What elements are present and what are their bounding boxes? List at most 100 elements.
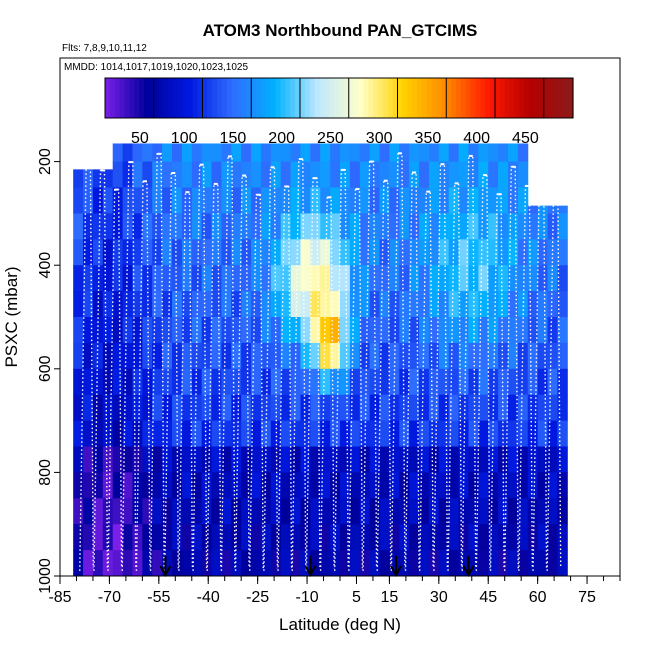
- heatmap-cell: [181, 394, 193, 422]
- heatmap-cell: [73, 524, 84, 551]
- heatmap-cell: [181, 143, 193, 163]
- heatmap-cell: [142, 342, 153, 370]
- heatmap-cell: [122, 472, 133, 499]
- heatmap-cell: [379, 213, 390, 240]
- heatmap-cell: [557, 524, 568, 551]
- heatmap-cell: [369, 291, 381, 318]
- heatmap-cell: [468, 368, 479, 396]
- heatmap-cell: [310, 550, 321, 576]
- heatmap-cell: [260, 524, 272, 551]
- heatmap-cell: [478, 265, 489, 292]
- heatmap-cell: [330, 498, 341, 525]
- heatmap-cell: [310, 143, 321, 163]
- heatmap-cell: [379, 394, 390, 422]
- heatmap-cell: [478, 317, 489, 344]
- heatmap-cell: [438, 291, 450, 318]
- heatmap-cell: [448, 187, 460, 214]
- heatmap-cell: [419, 524, 430, 551]
- heatmap-cell: [300, 524, 311, 551]
- heatmap-cell: [132, 498, 143, 525]
- heatmap-cell: [498, 446, 509, 473]
- colorbar-swatch: [309, 78, 316, 118]
- heatmap-cell: [201, 342, 213, 370]
- heatmap-cell: [290, 342, 301, 370]
- flight-profile: [390, 152, 406, 571]
- x-tick-label: -40: [197, 589, 220, 606]
- heatmap-cell: [458, 143, 469, 163]
- heatmap-cell: [191, 342, 203, 370]
- heatmap-cell: [458, 524, 469, 551]
- heatmap-cell: [290, 550, 301, 576]
- heatmap-cell: [478, 446, 489, 473]
- heatmap-cell: [517, 265, 529, 292]
- colorbar-swatch: [202, 78, 208, 118]
- heatmap-cell: [537, 239, 549, 266]
- heatmap-cell: [172, 265, 183, 292]
- heatmap-cell: [557, 446, 568, 473]
- colorbar-swatch: [402, 78, 408, 118]
- colorbar-swatch: [178, 78, 184, 118]
- x-tick-label: -85: [48, 589, 71, 606]
- heatmap-cell: [517, 342, 529, 370]
- heatmap-cell: [83, 420, 94, 447]
- heatmap-cell: [330, 368, 341, 396]
- x-tick-label: -10: [295, 589, 318, 606]
- heatmap-cell: [152, 472, 163, 499]
- heatmap-cell: [270, 498, 282, 525]
- x-tick-label: 45: [479, 589, 497, 606]
- heatmap-cell: [428, 498, 440, 525]
- heatmap-cell: [330, 213, 341, 240]
- heatmap-cell: [340, 524, 351, 551]
- heatmap-cell: [83, 498, 94, 525]
- heatmap-cell: [340, 317, 351, 344]
- heatmap-cell: [419, 143, 430, 163]
- heatmap-cell: [132, 368, 143, 396]
- heatmap-cell: [280, 342, 292, 370]
- heatmap-cell: [458, 550, 469, 576]
- colorbar-swatch: [387, 78, 394, 118]
- heatmap-cell: [260, 472, 272, 499]
- heatmap-cell: [132, 394, 143, 422]
- heatmap-cell: [498, 394, 509, 422]
- heatmap-cell: [241, 213, 252, 240]
- heatmap-cell: [191, 446, 203, 473]
- heatmap-cell: [448, 524, 460, 551]
- heatmap-cell: [537, 205, 549, 214]
- flight-profile: [121, 161, 137, 571]
- heatmap-cell: [211, 550, 222, 576]
- heatmap-cell: [241, 446, 252, 473]
- heatmap-cell: [498, 524, 509, 551]
- heatmap-cell: [448, 368, 460, 396]
- colorbar-swatch: [480, 78, 486, 118]
- heatmap-cell: [162, 394, 173, 422]
- heatmap-cell: [409, 550, 420, 576]
- heatmap-cell: [330, 472, 341, 499]
- heatmap-cell: [191, 524, 203, 551]
- heatmap-cell: [132, 213, 143, 240]
- heatmap-cell: [330, 143, 341, 163]
- heatmap-cell: [409, 213, 420, 240]
- heatmap-cell: [191, 394, 203, 422]
- heatmap-cell: [389, 420, 400, 447]
- heatmap-cell: [468, 472, 479, 499]
- heatmap-cell: [389, 498, 400, 525]
- colorbar-swatch: [514, 78, 520, 118]
- heatmap-cell: [280, 143, 292, 163]
- flight-profile: [475, 174, 491, 571]
- heatmap-cell: [310, 368, 321, 396]
- heatmap-cell: [122, 446, 133, 473]
- colorbar-swatch: [397, 78, 403, 118]
- heatmap-cell: [310, 187, 321, 214]
- heatmap-cell: [428, 420, 440, 447]
- heatmap-cell: [260, 498, 272, 525]
- heatmap-cell: [172, 420, 183, 447]
- heatmap-cell: [419, 420, 430, 447]
- heatmap-cell: [280, 550, 292, 576]
- heatmap-cell: [122, 187, 133, 214]
- heatmap-cell: [399, 143, 410, 163]
- heatmap-cell: [73, 265, 84, 292]
- heatmap-cell: [201, 368, 213, 396]
- heatmap-cell: [399, 265, 410, 292]
- heatmap-cell: [152, 524, 163, 551]
